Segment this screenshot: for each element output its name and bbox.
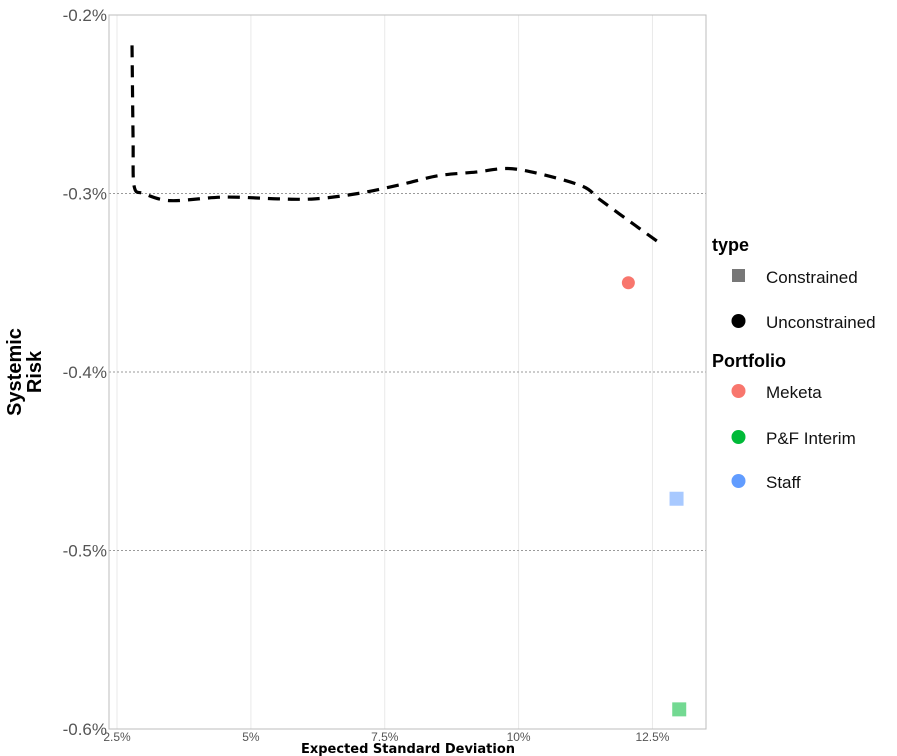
y-tick-label: -0.4% bbox=[63, 363, 107, 382]
point-staff bbox=[669, 491, 684, 506]
legend-type-title: type bbox=[712, 235, 749, 255]
legend-constrained-square-icon bbox=[732, 269, 745, 282]
legend: type Constrained Unconstrained Portfolio… bbox=[712, 235, 876, 492]
x-tick-label: 10% bbox=[507, 730, 531, 744]
legend-portfolio-pf-interim: P&F Interim bbox=[766, 429, 856, 448]
x-tick-label: 2.5% bbox=[103, 730, 131, 744]
legend-meketa-dot-icon bbox=[731, 384, 746, 398]
legend-type-unconstrained: Unconstrained bbox=[766, 313, 876, 332]
legend-portfolio-staff: Staff bbox=[766, 473, 801, 492]
legend-unconstrained-circle-icon bbox=[731, 314, 746, 328]
point-meketa bbox=[621, 276, 635, 290]
portfolio-points bbox=[621, 276, 687, 717]
legend-portfolio-meketa: Meketa bbox=[766, 383, 822, 402]
y-axis-title-line1: Systemic bbox=[4, 328, 26, 416]
x-tick-label: 12.5% bbox=[635, 730, 669, 744]
legend-type-constrained: Constrained bbox=[766, 268, 858, 287]
legend-portfolio-title: Portfolio bbox=[712, 351, 786, 371]
y-axis-title: Systemic Risk bbox=[4, 328, 46, 416]
y-tick-label: -0.6% bbox=[63, 720, 107, 739]
point-p-f-interim bbox=[672, 702, 687, 717]
y-axis-title-line2: Risk bbox=[24, 350, 46, 393]
y-tick-label: -0.5% bbox=[63, 542, 107, 561]
plot-panel bbox=[108, 14, 707, 730]
grid-lines bbox=[109, 14, 706, 730]
x-tick-label: 5% bbox=[242, 730, 260, 744]
y-tick-label: -0.2% bbox=[63, 6, 107, 25]
x-tick-label: 7.5% bbox=[371, 730, 399, 744]
y-tick-label: -0.3% bbox=[63, 185, 107, 204]
legend-pf-interim-dot-icon bbox=[731, 430, 746, 444]
legend-staff-dot-icon bbox=[731, 474, 746, 488]
y-axis-ticks: -0.2% -0.3% -0.4% -0.5% -0.6% bbox=[63, 6, 107, 739]
x-axis-ticks: 2.5% 5% 7.5% 10% 12.5% bbox=[103, 730, 669, 744]
efficient-frontier-line bbox=[130, 45, 659, 243]
x-axis-title: Expected Standard Deviation bbox=[301, 742, 515, 756]
